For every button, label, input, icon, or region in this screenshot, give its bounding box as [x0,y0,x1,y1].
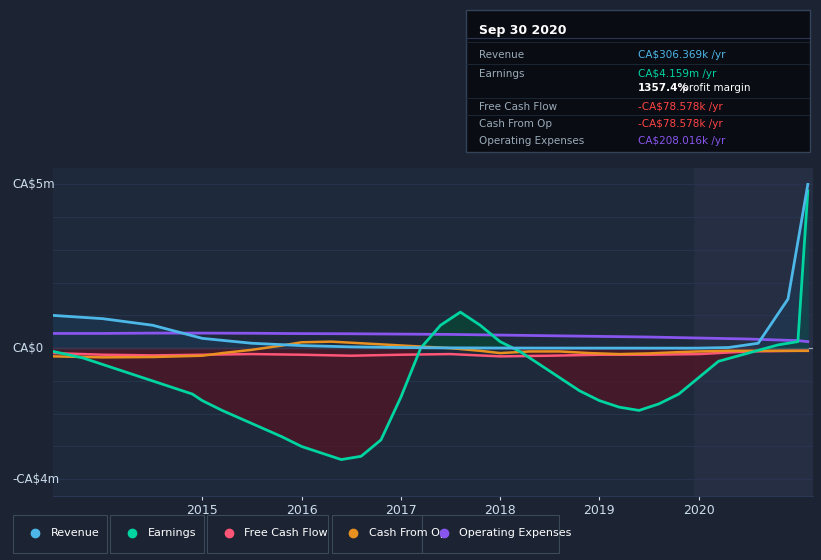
Text: 1357.4%: 1357.4% [638,83,689,93]
Text: CA$208.016k /yr: CA$208.016k /yr [638,136,725,146]
FancyBboxPatch shape [13,515,107,553]
Text: Earnings: Earnings [148,529,196,538]
FancyBboxPatch shape [207,515,328,553]
Text: Cash From Op: Cash From Op [369,529,447,538]
Text: CA$5m: CA$5m [12,178,55,191]
Text: Earnings: Earnings [479,69,525,79]
Text: Revenue: Revenue [479,50,525,60]
Text: profit margin: profit margin [679,83,750,93]
Text: Free Cash Flow: Free Cash Flow [479,101,557,111]
Text: Operating Expenses: Operating Expenses [479,136,585,146]
Text: CA$306.369k /yr: CA$306.369k /yr [638,50,726,60]
Text: Operating Expenses: Operating Expenses [460,529,571,538]
Text: Free Cash Flow: Free Cash Flow [244,529,328,538]
Bar [694,168,813,496]
Text: Cash From Op: Cash From Op [479,119,553,129]
FancyBboxPatch shape [422,515,559,553]
Text: Sep 30 2020: Sep 30 2020 [479,24,566,37]
Text: Revenue: Revenue [51,529,99,538]
Text: CA$4.159m /yr: CA$4.159m /yr [638,69,716,79]
Text: -CA$4m: -CA$4m [12,473,59,486]
Text: CA$0: CA$0 [12,342,44,354]
Text: -CA$78.578k /yr: -CA$78.578k /yr [638,119,722,129]
Text: -CA$78.578k /yr: -CA$78.578k /yr [638,101,722,111]
FancyBboxPatch shape [110,515,204,553]
FancyBboxPatch shape [332,515,422,553]
